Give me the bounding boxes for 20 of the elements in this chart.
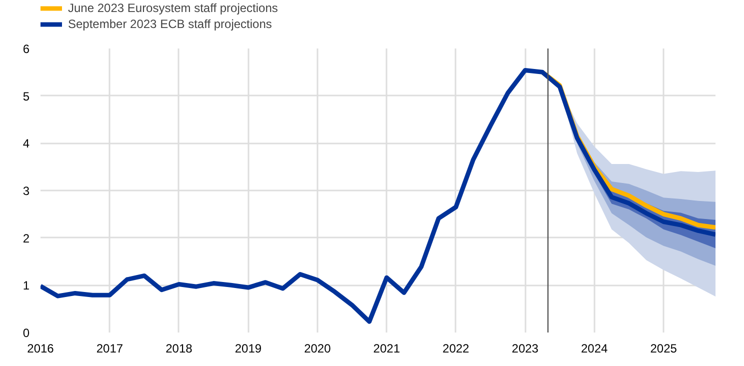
y-tick-label: 5	[22, 89, 30, 104]
y-tick-label: 6	[22, 42, 30, 56]
x-tick-label: 2016	[27, 342, 54, 356]
x-tick-label: 2021	[373, 342, 400, 356]
x-tick-label: 2020	[304, 342, 332, 356]
legend-label: June 2023 Eurosystem staff projections	[68, 0, 278, 16]
x-tick-label: 2019	[234, 342, 262, 356]
x-tick-label: 2025	[650, 342, 678, 356]
y-tick-label: 1	[22, 278, 30, 293]
x-tick-label: 2018	[166, 342, 193, 356]
x-tick-label: 2017	[96, 342, 124, 356]
x-tick-label: 2024	[581, 342, 608, 356]
y-tick-label: 4	[22, 136, 30, 151]
legend-label: September 2023 ECB staff projections	[68, 16, 272, 32]
x-tick-label: 2023	[512, 342, 539, 356]
y-tick-label: 3	[22, 184, 30, 198]
y-tick-label: 0	[22, 326, 30, 340]
y-tick-label: 2	[22, 231, 30, 246]
line-series	[40, 68, 716, 324]
x-tick-label: 2022	[442, 342, 470, 356]
